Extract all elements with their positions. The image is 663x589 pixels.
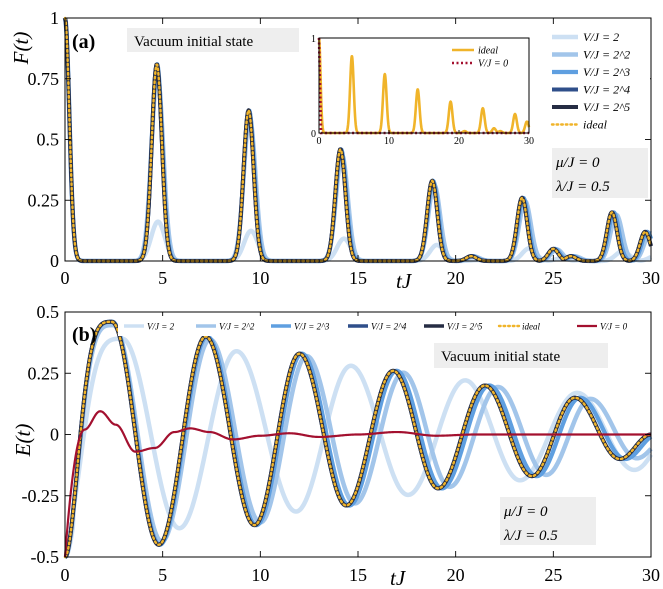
panel-b-series-ideal — [63, 320, 653, 559]
panel-a-annotation: Vacuum initial state — [134, 34, 253, 50]
panel-a-ytick-label: 0.5 — [37, 130, 60, 150]
panel-a-legend-label: V/J = 2^2 — [583, 48, 630, 62]
panel-b-legend-label: V/J = 2^5 — [447, 322, 483, 332]
panel-a-xtick-label: 0 — [61, 268, 70, 288]
inset-legend-label: V/J = 0 — [478, 59, 508, 70]
panel-b-legend-label: V/J = 2^4 — [371, 322, 407, 332]
panel-b-series-V2 — [63, 336, 653, 560]
panel-b-xtick-label: 30 — [642, 565, 660, 585]
panel-b-legend-label: V/J = 2 — [147, 322, 175, 332]
inset-xtick-label: 0 — [317, 136, 322, 147]
panel-b-xtick-label: 20 — [447, 565, 465, 585]
panel-b-legend-label: V/J = 2^2 — [219, 322, 255, 332]
panel-a-param-mu: μ/J = 0 — [555, 155, 600, 171]
panel-a-xtick-label: 5 — [158, 268, 167, 288]
panel-a-ylabel: F(t) — [9, 32, 33, 66]
panel-b-xtick-label: 5 — [158, 565, 167, 585]
panel-b-param-lambda: λ/J = 0.5 — [503, 528, 558, 544]
inset-ytick-label: 0 — [311, 129, 316, 140]
inset-legend: ideal V/J = 0 — [452, 46, 508, 70]
panel-b-ytick-label: -0.5 — [31, 547, 60, 567]
panel-b: 0 5 10 15 20 25 30 -0.5 -0.25 0 0.25 0.5 (b) Vacuum… — [11, 302, 660, 589]
panel-b-ytick-label: 0 — [50, 425, 59, 445]
panel-b-legend-label: V/J = 2^3 — [294, 322, 330, 332]
panel-a-xlabel: tJ — [396, 269, 413, 293]
panel-a-ytick-label: 0.25 — [28, 190, 60, 210]
panel-a-ytick-label: 0 — [50, 251, 59, 271]
panel-b-label: (b) — [72, 324, 96, 346]
inset-xtick-label: 10 — [384, 136, 394, 147]
inset-xtick-label: 30 — [524, 136, 534, 147]
panel-b-ytick-label: 0.25 — [28, 363, 60, 383]
panel-b-series-V0 — [63, 410, 652, 558]
panel-b-xtick-label: 0 — [61, 565, 70, 585]
panel-b-ylabel: E(t) — [11, 424, 35, 458]
panel-b-legend-bg — [118, 316, 649, 336]
inset-ticks: 0 10 20 30 0 1 — [311, 34, 534, 147]
inset-plot: 0 10 20 30 0 1 ideal V/J = 0 — [311, 30, 537, 147]
panel-a-xtick-label: 10 — [251, 268, 269, 288]
panel-a-ylabel-text: F(t) — [9, 32, 33, 66]
panel-b-ticks: 0 5 10 15 20 25 30 -0.5 -0.25 0 0.25 0.5 — [22, 302, 661, 585]
panel-a-legend: V/J = 2 V/J = 2^2 V/J = 2^3 V/J = 2^4 V/J = … — [546, 26, 650, 134]
panel-a-xtick-label: 20 — [447, 268, 465, 288]
panel-b-ytick-label: -0.25 — [22, 486, 60, 506]
panel-a-legend-label: ideal — [583, 118, 608, 132]
panel-b-ylabel-text: E(t) — [11, 424, 35, 458]
panel-a-legend-label: V/J = 2^4 — [583, 83, 630, 97]
panel-a-params-bg — [552, 148, 648, 198]
panel-b-xtick-label: 15 — [349, 565, 367, 585]
panel-b-xtick-label: 10 — [251, 565, 269, 585]
panel-a-param-lambda: λ/J = 0.5 — [555, 179, 610, 195]
panel-b-params-bg — [500, 497, 596, 545]
panel-b-legend: V/J = 2 V/J = 2^2 V/J = 2^3 V/J = 2^4 V/J = … — [118, 316, 649, 336]
panel-a-label: (a) — [72, 31, 95, 53]
panel-a-legend-label: V/J = 2^3 — [583, 65, 630, 79]
panel-b-series — [63, 319, 653, 560]
panel-b-annotation: Vacuum initial state — [441, 349, 560, 365]
inset-ytick-label: 1 — [311, 34, 316, 45]
panel-a-legend-bg — [546, 26, 650, 134]
panel-a-annotation-bg — [127, 28, 299, 52]
panel-a-xtick-label: 30 — [642, 268, 660, 288]
inset-xtick-label: 20 — [454, 136, 464, 147]
inset-legend-label: ideal — [478, 46, 498, 57]
panel-a-xtick-label: 25 — [544, 268, 562, 288]
panel-b-ytick-label: 0.5 — [37, 302, 60, 322]
panel-b-xtick-label: 25 — [544, 565, 562, 585]
panel-a-ytick-label: 1 — [50, 8, 59, 28]
panel-b-legend-label: ideal — [522, 322, 540, 332]
panel-b-legend-label: V/J = 0 — [600, 322, 628, 332]
panel-a-xtick-label: 15 — [349, 268, 367, 288]
panel-b-param-mu: μ/J = 0 — [503, 504, 548, 520]
panel-a-ytick-label: 0.75 — [28, 69, 60, 89]
panel-b-annotation-bg — [434, 343, 608, 368]
inset-axes-frame — [318, 37, 530, 134]
panel-a-legend-label: V/J = 2 — [583, 30, 619, 44]
panel-b-xlabel: tJ — [390, 566, 407, 589]
panel-a-legend-label: V/J = 2^5 — [583, 100, 630, 114]
